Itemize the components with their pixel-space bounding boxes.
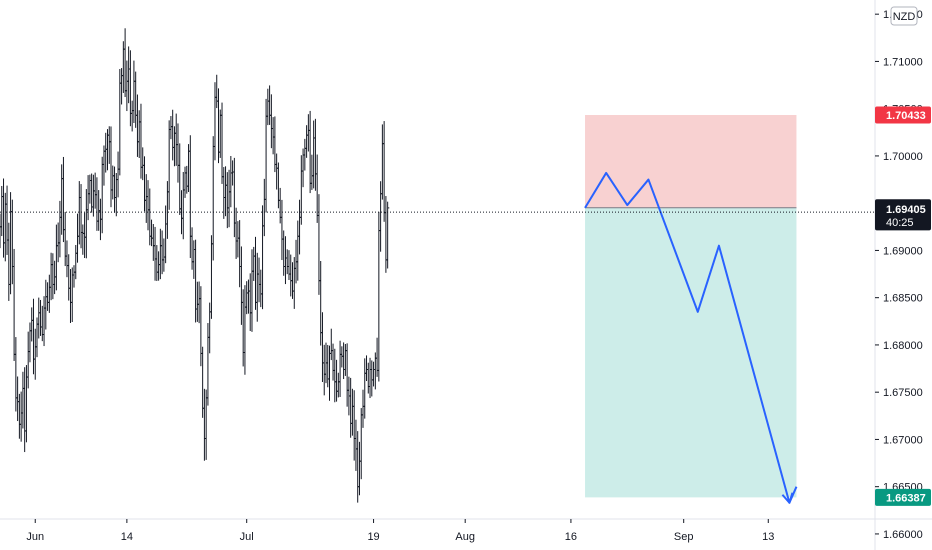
- short-position-tool[interactable]: [585, 115, 797, 498]
- current-price-tag-bg: [875, 200, 931, 231]
- time-tick-label: Jun: [26, 531, 44, 543]
- currency-badge[interactable]: NZD: [890, 6, 918, 26]
- stop-loss-tag-value: 1.70433: [886, 110, 926, 122]
- stop-loss-zone[interactable]: [585, 115, 797, 208]
- time-tick-label: 16: [565, 531, 577, 543]
- current-price-tag-countdown: 40:25: [886, 217, 914, 229]
- target-tag-bg: [875, 488, 931, 506]
- stop-loss-tag-bg: [875, 106, 931, 124]
- current-price-tag-value: 1.69405: [886, 204, 926, 216]
- currency-badge-label: NZD: [893, 11, 916, 23]
- projection-arrowhead: [781, 492, 794, 504]
- ohlc-bars: [0, 28, 390, 503]
- price-tick-label: 1.70000: [883, 151, 923, 163]
- take-profit-zone[interactable]: [585, 207, 797, 498]
- price-tick-label: 1.66000: [883, 529, 923, 541]
- projection-line[interactable]: [584, 171, 798, 504]
- time-tick-label: 19: [367, 531, 379, 543]
- currency-badge-box[interactable]: [890, 6, 918, 26]
- time-axis[interactable]: Jun 14 Jul 19 Aug 16 Sep 13: [26, 519, 774, 543]
- projection-path[interactable]: [584, 171, 798, 504]
- target-tag-value: 1.66387: [886, 492, 926, 504]
- time-tick-label: Sep: [674, 531, 694, 543]
- price-tick-label: 1.69000: [883, 245, 923, 257]
- ohlc-bar: [386, 201, 390, 269]
- time-tick-label: Aug: [455, 531, 475, 543]
- time-tick-label: Jul: [240, 531, 254, 543]
- price-tick-label: 1.71000: [883, 56, 923, 68]
- time-tick-label: 14: [121, 531, 133, 543]
- price-tick-label: 1.67000: [883, 434, 923, 446]
- time-tick-label: 13: [762, 531, 774, 543]
- price-tick-label: 1.67500: [883, 387, 923, 399]
- price-tick-label: 1.68000: [883, 340, 923, 352]
- price-tick-label: 1.68500: [883, 293, 923, 305]
